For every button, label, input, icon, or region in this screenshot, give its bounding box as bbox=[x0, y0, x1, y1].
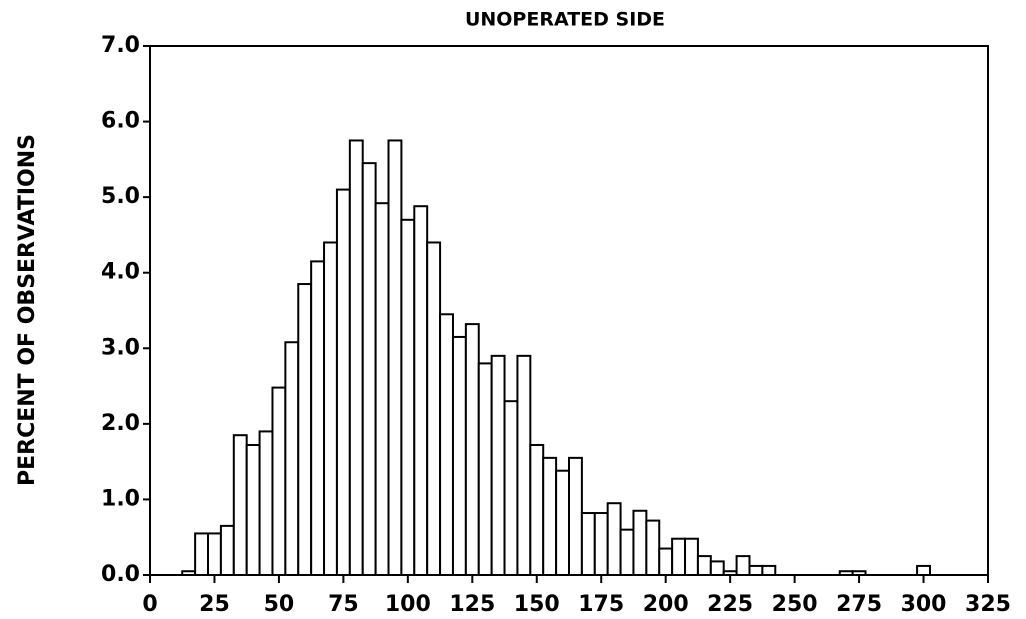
bar bbox=[684, 537, 699, 576]
bar bbox=[916, 564, 931, 577]
bar bbox=[542, 456, 558, 576]
bar bbox=[348, 139, 364, 576]
bar bbox=[503, 400, 519, 576]
bar bbox=[735, 555, 751, 576]
plot-frame bbox=[149, 45, 989, 576]
x-tick-label: 125 bbox=[449, 592, 495, 617]
bar bbox=[219, 524, 235, 577]
x-tick-label: 250 bbox=[772, 592, 818, 617]
bar bbox=[516, 354, 532, 577]
bar bbox=[245, 444, 261, 577]
x-tick-label: 25 bbox=[199, 592, 230, 617]
x-tick-label: 50 bbox=[264, 592, 295, 617]
bar bbox=[632, 509, 648, 576]
x-tick-label: 325 bbox=[965, 592, 1011, 617]
y-tick-label: 1.0 bbox=[101, 486, 140, 511]
y-tick-label: 7.0 bbox=[101, 33, 140, 58]
bar bbox=[439, 313, 454, 576]
bar bbox=[426, 241, 442, 576]
x-tick-label: 300 bbox=[901, 592, 947, 617]
bar bbox=[658, 547, 674, 576]
bar bbox=[748, 564, 764, 577]
bar bbox=[619, 528, 635, 577]
bar bbox=[580, 512, 596, 577]
bar bbox=[284, 341, 300, 576]
bar bbox=[413, 205, 429, 576]
y-tick-label: 2.0 bbox=[101, 411, 140, 436]
bar bbox=[297, 283, 313, 576]
y-tick-label: 0.0 bbox=[101, 562, 140, 587]
bar bbox=[335, 188, 351, 576]
x-tick-label: 0 bbox=[142, 592, 157, 617]
y-axis-label: PERCENT OF OBSERVATIONS bbox=[15, 134, 40, 486]
bar bbox=[464, 323, 480, 576]
bar bbox=[323, 241, 338, 576]
x-tick-label: 200 bbox=[643, 592, 689, 617]
bar bbox=[400, 218, 416, 576]
bar bbox=[568, 456, 583, 576]
bar bbox=[593, 512, 609, 577]
y-tick-label: 4.0 bbox=[101, 260, 140, 285]
bar bbox=[606, 502, 622, 577]
bar bbox=[232, 434, 248, 577]
bar bbox=[490, 354, 506, 577]
bar bbox=[310, 260, 326, 576]
bar bbox=[207, 532, 222, 577]
bar bbox=[709, 560, 725, 577]
x-tick-label: 175 bbox=[578, 592, 624, 617]
bar bbox=[271, 386, 287, 576]
bar bbox=[387, 139, 403, 576]
bar bbox=[761, 564, 777, 577]
bar bbox=[671, 537, 687, 576]
x-tick-label: 275 bbox=[836, 592, 882, 617]
bar bbox=[555, 469, 570, 576]
y-tick-label: 6.0 bbox=[101, 109, 140, 134]
y-tick-label: 3.0 bbox=[101, 335, 140, 360]
y-tick-label: 5.0 bbox=[101, 184, 140, 209]
bar bbox=[194, 532, 210, 577]
bar bbox=[529, 444, 545, 577]
bar bbox=[258, 430, 274, 576]
bar bbox=[374, 202, 390, 576]
chart-title: UNOPERATED SIDE bbox=[465, 9, 665, 31]
x-tick-label: 75 bbox=[328, 592, 359, 617]
bar bbox=[477, 362, 493, 576]
bar bbox=[451, 335, 467, 577]
bar bbox=[696, 555, 712, 576]
bar bbox=[645, 519, 661, 576]
x-tick-label: 225 bbox=[707, 592, 753, 617]
x-tick-label: 100 bbox=[385, 592, 431, 617]
x-tick-label: 150 bbox=[514, 592, 560, 617]
bar bbox=[361, 162, 377, 576]
